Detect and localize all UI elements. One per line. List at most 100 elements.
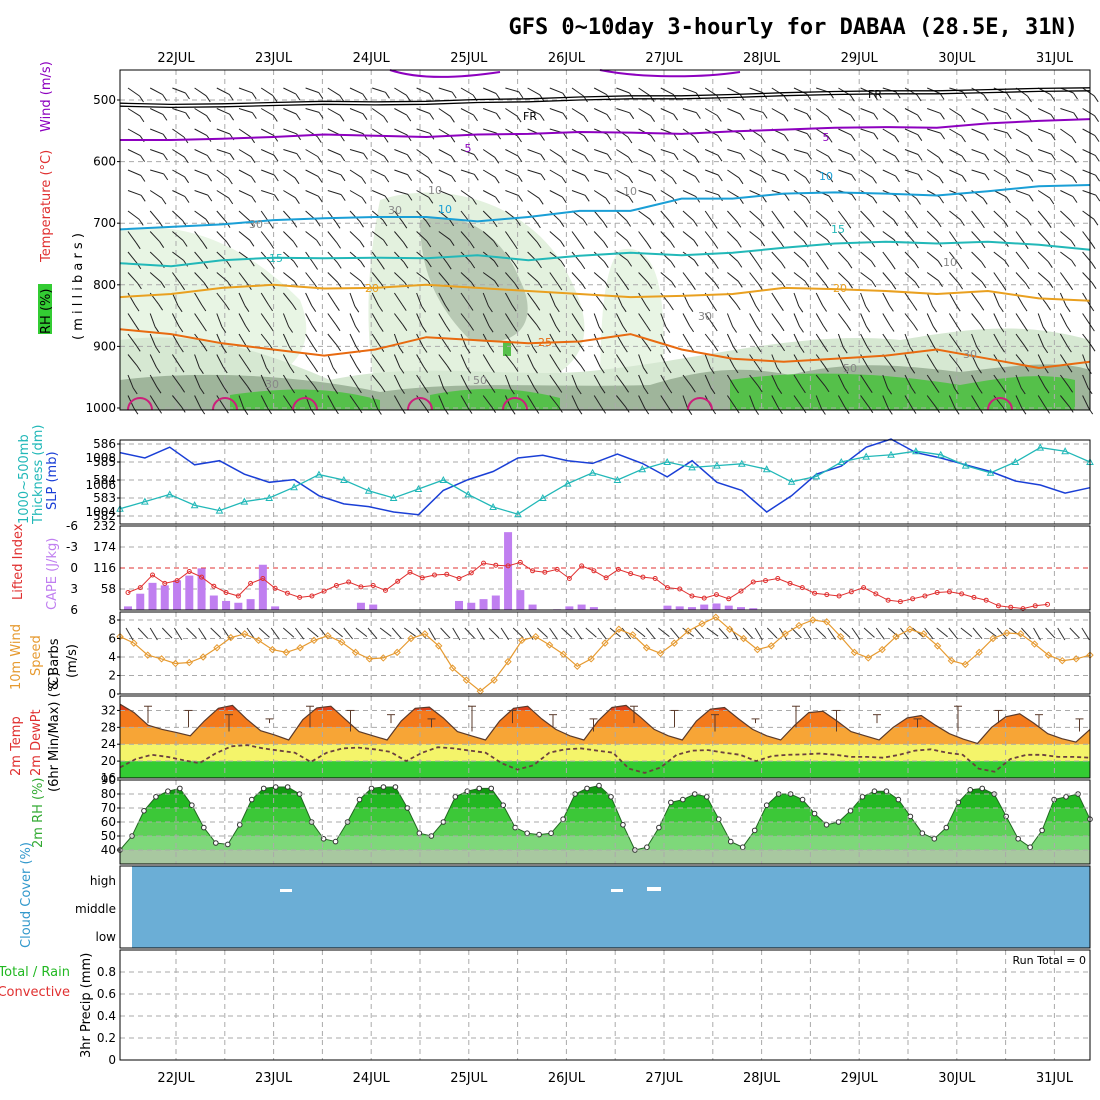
precip-ticks: 00.20.40.60.8 [97, 965, 116, 1067]
isotherm-line [119, 87, 1091, 106]
surface-contour [212, 397, 238, 411]
wind-barb-flag [1006, 92, 1012, 100]
wind-barb [1015, 190, 1030, 196]
wind-barb [705, 190, 719, 196]
wind-barb-flag [650, 135, 656, 142]
rh-marker [979, 785, 986, 792]
wind10m-barb [198, 627, 207, 640]
surface-contour [407, 397, 433, 411]
wind-barb-flag [510, 408, 516, 415]
wind-barb [882, 108, 895, 117]
wind-barb-flag [694, 176, 700, 183]
cloud-level-label: low [96, 930, 117, 944]
wind-barb [882, 128, 896, 137]
wind-barb-flag [690, 283, 696, 290]
wind-barb [1082, 108, 1095, 117]
wind-barb-flag [895, 175, 900, 183]
contour-label: 50 [843, 362, 857, 375]
wind10m-marker [878, 645, 886, 654]
wind-barb [593, 374, 602, 388]
cloud-fill [132, 866, 1090, 948]
wind-barb-flag [1026, 219, 1032, 226]
wind-barb [260, 292, 270, 306]
wind-barb-flag [451, 91, 457, 99]
rh-marker [680, 796, 686, 803]
wind10m-barb [294, 627, 305, 640]
wind-barb-flag [805, 177, 811, 184]
wind-barb-flag [269, 242, 275, 249]
lifted-index-marker [505, 563, 511, 569]
wind-barb-flag [517, 155, 523, 163]
wind10m-frame [119, 611, 1091, 695]
wind-barb-flag [850, 154, 856, 161]
wind10m-marker [864, 654, 872, 662]
wind-barb [216, 354, 224, 368]
temp2m-fill [120, 704, 1090, 778]
wind-barb [882, 272, 893, 284]
wind-barb [238, 149, 252, 158]
wind-barb-flag [199, 387, 205, 395]
tick-label: 584 [93, 473, 116, 487]
slp-label: SLP (mb) [45, 451, 60, 510]
wind-barb [793, 292, 800, 307]
wind-barb-flag [495, 113, 501, 120]
cape-bar [749, 608, 758, 610]
wind-barb-flag [489, 366, 495, 373]
wind-barb [1082, 313, 1091, 326]
wind-barb [349, 272, 362, 282]
cape-label: CAPE (J/kg) [45, 538, 60, 610]
temp2m-label-2: 2m DewPt [29, 709, 44, 776]
wind-barb [904, 395, 913, 408]
wind10m-marker [282, 648, 290, 657]
rh-marker [596, 782, 602, 789]
wind-barb-flag [580, 262, 586, 270]
date-label-bottom: 31JUL [1036, 1071, 1074, 1086]
wind-barb-flag [1086, 367, 1092, 374]
surface-contour [502, 397, 528, 411]
wind-barb-flag [492, 220, 498, 228]
wind-barb [371, 169, 386, 177]
wind-barb [1037, 251, 1049, 263]
wind-barb [593, 395, 603, 408]
wind-barb-flag [135, 345, 141, 352]
slp-lines [116, 438, 1094, 518]
wind-barb-flag [717, 174, 723, 182]
wind-barb [571, 313, 581, 326]
wind-barb [638, 313, 647, 326]
wind-barb-flag [1044, 386, 1050, 394]
wind-barb [482, 169, 496, 178]
wind10m-barb [863, 627, 875, 638]
wind-barb-flag [1022, 304, 1028, 312]
tick-label: 1000 [85, 401, 116, 415]
wind-barb-flag [1024, 282, 1030, 290]
wind-barb [993, 231, 1005, 242]
wind-barb-flag [799, 346, 805, 353]
wind-barb-flag [203, 262, 209, 269]
wind10m-marker [462, 676, 471, 684]
wind-barb [838, 231, 848, 243]
rh-marker [380, 784, 387, 790]
wind-barb-flag [780, 262, 786, 269]
wind-barb [1015, 108, 1029, 117]
wind-barb [527, 333, 534, 348]
wind-barb [1015, 313, 1025, 326]
wind-barb [771, 251, 782, 263]
wind-barb-flag [516, 115, 522, 123]
wind-barb [282, 374, 292, 388]
wind-barb-flag [509, 387, 515, 395]
lifted-index-marker [799, 585, 805, 591]
wind10m-marker [393, 648, 401, 657]
wind-barb-flag [383, 116, 389, 123]
wind-barb [460, 292, 470, 305]
slp-line [119, 438, 1091, 516]
wind-barb [349, 354, 358, 367]
thickness-marker [389, 493, 398, 501]
temp-label: Temperature (°C) [39, 150, 54, 263]
wind-barb [305, 374, 315, 387]
wind-barb [460, 190, 473, 199]
wind-barb [283, 128, 297, 135]
wind-barb-flag [850, 114, 856, 122]
